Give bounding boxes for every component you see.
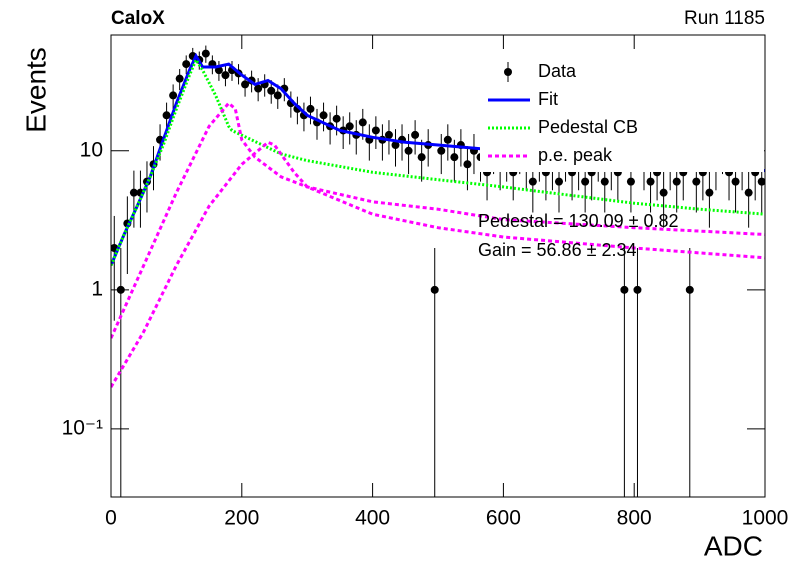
data-point <box>437 146 446 155</box>
data-point <box>430 285 439 294</box>
y-axis-title: Events <box>20 47 51 133</box>
data-point <box>319 111 328 120</box>
x-tick-label: 600 <box>486 507 521 530</box>
data-point <box>267 86 276 95</box>
annotation: Gain = 56.86 ± 2.34 <box>478 240 637 260</box>
data-point <box>705 188 714 197</box>
data-point <box>175 74 184 83</box>
data-point <box>116 285 125 294</box>
legend-label: p.e. peak <box>538 145 613 165</box>
data-point <box>162 111 171 120</box>
data-point <box>443 135 452 144</box>
y-tick-label: 10⁻¹ <box>62 416 103 439</box>
x-tick-label: 1000 <box>742 507 789 530</box>
data-point <box>600 177 609 186</box>
data-point <box>757 177 765 186</box>
data-point <box>391 141 400 150</box>
data-point <box>371 126 380 135</box>
legend-label: Pedestal CB <box>538 117 638 137</box>
data-point <box>411 130 420 139</box>
legend-marker <box>504 68 512 76</box>
chart-subtitle: Run 1185 <box>684 8 765 29</box>
data-point <box>633 285 642 294</box>
data-point <box>404 146 413 155</box>
data-point <box>182 60 191 69</box>
data-point <box>692 177 701 186</box>
data-point <box>273 91 282 100</box>
data-point <box>685 285 694 294</box>
data-point <box>731 177 740 186</box>
data-point <box>744 188 753 197</box>
data-point <box>672 177 681 186</box>
data-point <box>626 177 635 186</box>
data-point <box>620 285 629 294</box>
data-point <box>358 118 367 127</box>
data-point <box>463 160 472 169</box>
data-point <box>646 177 655 186</box>
data-point <box>554 177 563 186</box>
data-point <box>659 188 668 197</box>
x-tick-label: 200 <box>224 507 259 530</box>
fit-curve <box>111 101 765 339</box>
x-tick-label: 0 <box>105 507 117 530</box>
data-point <box>332 114 341 123</box>
data-point <box>581 177 590 186</box>
x-axis-title: ADC <box>704 530 763 561</box>
annotation: Pedestal = 130.09 ± 0.82 <box>478 211 679 231</box>
legend-label: Data <box>538 61 577 81</box>
y-tick-label: 1 <box>91 277 103 300</box>
data-point <box>129 188 138 197</box>
data-point <box>528 177 537 186</box>
data-point <box>417 153 426 162</box>
fit-curve <box>111 140 765 388</box>
data-point <box>241 80 250 89</box>
chart-title: CaloX <box>111 8 165 29</box>
legend-box <box>480 56 764 172</box>
data-point <box>201 49 210 58</box>
data-point <box>345 122 354 131</box>
data-point <box>306 104 315 113</box>
data-point <box>384 130 393 139</box>
x-tick-label: 800 <box>617 507 652 530</box>
x-tick-label: 400 <box>355 507 390 530</box>
legend-label: Fit <box>538 89 558 109</box>
y-tick-label: 10 <box>80 138 103 161</box>
data-point <box>450 153 459 162</box>
plot-frame <box>110 34 766 498</box>
data-point <box>169 91 178 100</box>
fit-curve <box>111 56 765 266</box>
data-point <box>221 71 230 80</box>
data-point <box>254 84 263 93</box>
